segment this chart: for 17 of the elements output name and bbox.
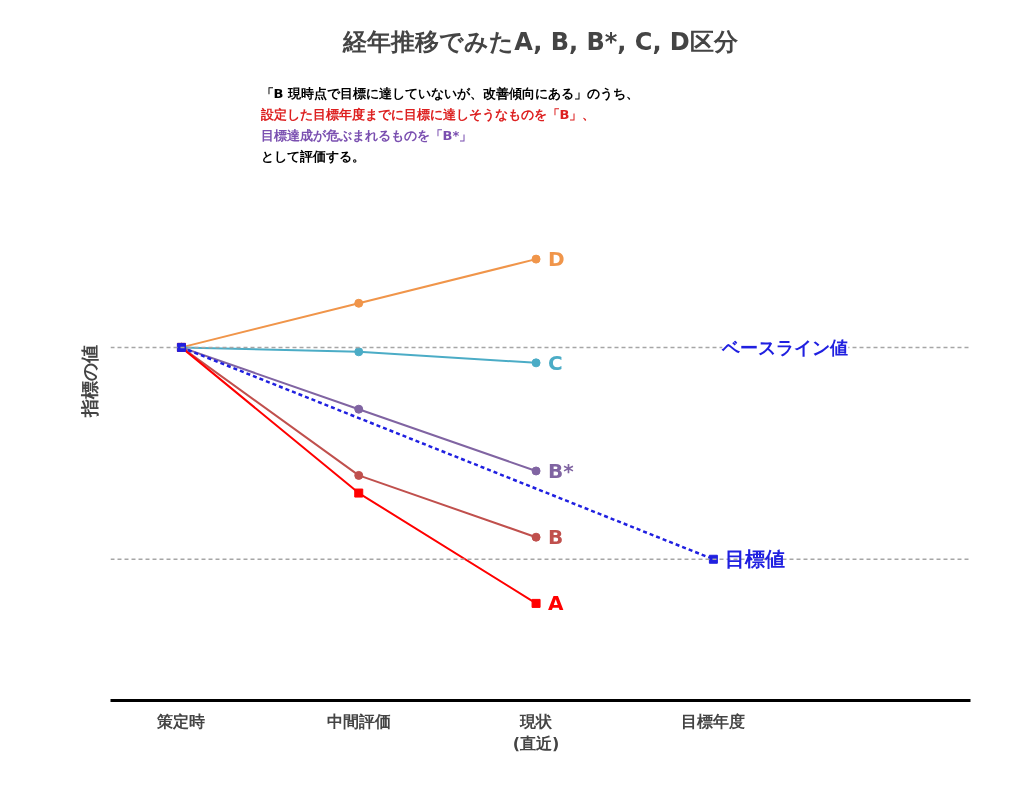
series-label: B: [548, 525, 564, 550]
x-tick-label: 策定時: [156, 711, 206, 731]
series-label: A: [548, 591, 565, 616]
ref-line-label: ベースライン値: [721, 336, 849, 358]
text: 設定した目標年度までに目標に達しそうなものを「B」、: [259, 106, 596, 122]
x-tick-label: 中間評価: [326, 711, 391, 731]
series-label: 目標値: [725, 547, 786, 572]
text: として評価する。: [260, 148, 365, 164]
series-label: D: [548, 247, 565, 272]
text: 目標達成が危ぶまれるものを「B*」: [260, 127, 473, 143]
text: 「B 現時点で目標に達していないが、改善傾向にある」のうち、: [260, 85, 639, 101]
chart-title: 経年推移でみたA, B, B*, C, D区分: [342, 27, 739, 56]
series-label: C: [548, 350, 563, 375]
x-tick-label: 現状 (直近): [512, 711, 560, 754]
series-label: B*: [548, 458, 575, 483]
y-axis-title: 指標の値: [78, 344, 100, 418]
x-tick-label: 目標年度: [681, 711, 746, 731]
